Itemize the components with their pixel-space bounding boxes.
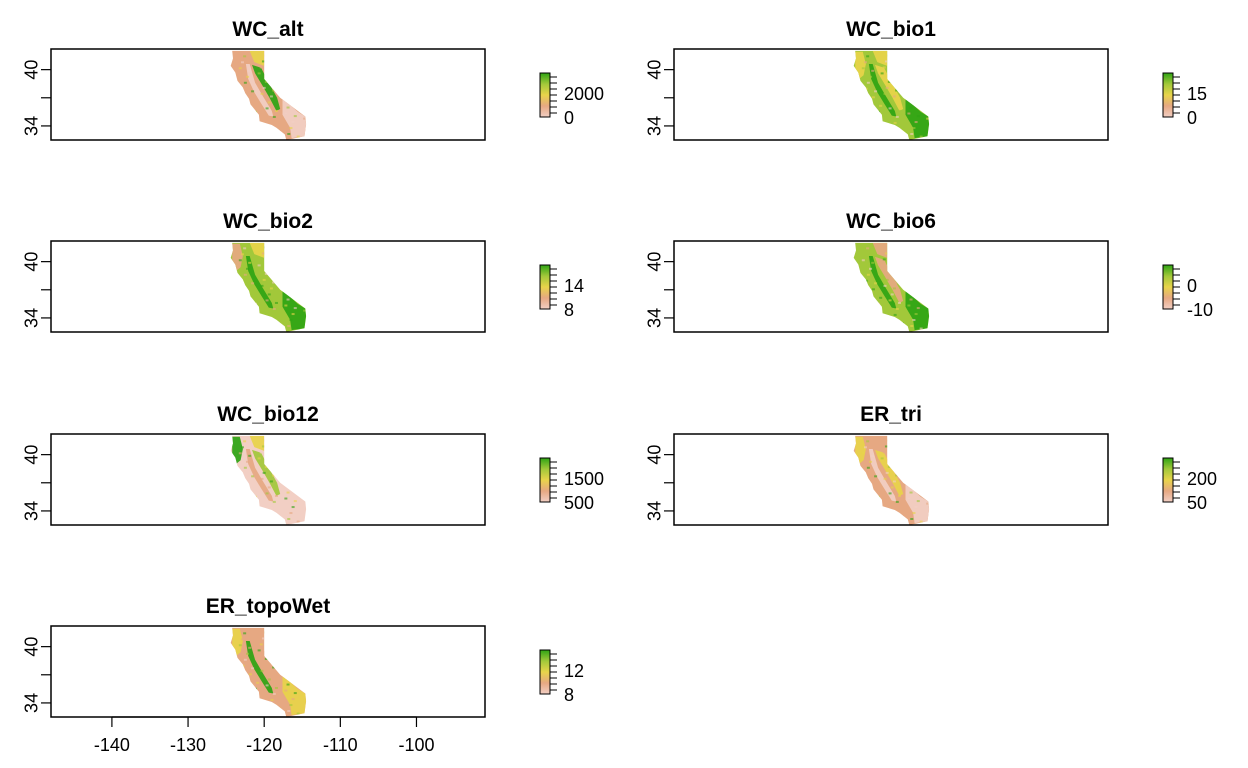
x-tick-label: -110 bbox=[323, 735, 358, 755]
panel-title: ER_tri bbox=[860, 403, 922, 426]
panel-title: WC_bio1 bbox=[846, 18, 936, 41]
raster-region bbox=[868, 64, 897, 117]
plot-frame bbox=[673, 433, 1109, 526]
y-tick-label: 40 bbox=[645, 60, 665, 80]
raster-region bbox=[872, 242, 888, 258]
legend-label: 200 bbox=[1187, 469, 1217, 489]
legend-colorbar bbox=[539, 649, 551, 695]
y-tick-label: 34 bbox=[645, 501, 665, 521]
raster-region bbox=[875, 256, 904, 303]
legend: 1500 500 bbox=[539, 457, 604, 513]
legend-label: 8 bbox=[564, 300, 574, 320]
raster-map bbox=[853, 242, 930, 332]
raster-map bbox=[230, 50, 307, 140]
legend-label: 8 bbox=[564, 685, 574, 705]
raster-map bbox=[230, 242, 307, 332]
y-tick-label: 34 bbox=[22, 693, 42, 713]
raster-region bbox=[249, 435, 265, 451]
x-tick-label: -140 bbox=[94, 735, 130, 755]
y-tick-label: 40 bbox=[22, 637, 42, 657]
panels: WC_alt344020000WC_bio13440150WC_bio23440… bbox=[22, 18, 1217, 755]
legend-label: 500 bbox=[564, 493, 594, 513]
panel-title: WC_bio2 bbox=[223, 210, 313, 233]
y-tick-label: 34 bbox=[22, 308, 42, 328]
legend: 2000 0 bbox=[539, 72, 604, 128]
y-tick-label: 34 bbox=[645, 116, 665, 136]
legend-colorbar bbox=[1162, 264, 1174, 310]
panel-alt: WC_alt 34 40 2000 0 bbox=[22, 18, 604, 141]
legend-colorbar bbox=[539, 457, 551, 503]
raster-region bbox=[249, 242, 265, 258]
plot-frame bbox=[50, 240, 486, 333]
legend-label: 14 bbox=[564, 276, 584, 296]
plot-frame bbox=[50, 433, 486, 526]
y-tick-label: 40 bbox=[22, 60, 42, 80]
legend-label: 15 bbox=[1187, 84, 1207, 104]
legend: 148 bbox=[539, 264, 584, 320]
plot-frame bbox=[673, 48, 1109, 141]
raster-region bbox=[245, 449, 274, 502]
legend: 150 bbox=[1162, 72, 1207, 128]
x-tick-label: -100 bbox=[398, 735, 434, 755]
raster-region bbox=[252, 641, 281, 688]
legend-label: 0 bbox=[564, 108, 574, 128]
legend-label: 0 bbox=[1187, 108, 1197, 128]
raster-region bbox=[252, 449, 281, 496]
y-tick-label: 40 bbox=[645, 252, 665, 272]
panel-title: WC_bio12 bbox=[217, 403, 319, 426]
legend-label: -10 bbox=[1187, 300, 1213, 320]
legend-colorbar bbox=[1162, 72, 1174, 118]
raster-region bbox=[252, 64, 281, 111]
raster-region bbox=[245, 64, 274, 117]
raster-region bbox=[875, 64, 904, 111]
legend-colorbar bbox=[539, 264, 551, 310]
raster-map bbox=[853, 50, 930, 140]
legend: 128 bbox=[539, 649, 584, 705]
legend-label: 2000 bbox=[564, 84, 604, 104]
panel-title: WC_bio6 bbox=[846, 210, 936, 233]
legend-colorbar bbox=[539, 72, 551, 118]
y-tick-label: 34 bbox=[645, 308, 665, 328]
legend-label: 0 bbox=[1187, 276, 1197, 296]
legend-colorbar bbox=[1162, 457, 1174, 503]
raster-region bbox=[245, 641, 274, 694]
raster-map bbox=[230, 627, 307, 717]
y-tick-label: 40 bbox=[22, 445, 42, 465]
y-tick-label: 40 bbox=[22, 252, 42, 272]
legend-label: 1500 bbox=[564, 469, 604, 489]
raster-map bbox=[853, 435, 930, 525]
raster-region bbox=[249, 50, 265, 66]
x-axis: -140 -130 -120 -110 -100 bbox=[94, 716, 434, 755]
legend: 0-10 bbox=[1162, 264, 1213, 320]
legend-label: 50 bbox=[1187, 493, 1207, 513]
panel-title: WC_alt bbox=[232, 18, 303, 41]
plot-frame bbox=[673, 240, 1109, 333]
raster-region bbox=[868, 256, 897, 309]
x-tick-label: -130 bbox=[170, 735, 206, 755]
x-tick-label: -120 bbox=[246, 735, 282, 755]
raster-region bbox=[875, 449, 904, 496]
plot-frame bbox=[50, 48, 486, 141]
y-tick-label: 34 bbox=[22, 116, 42, 136]
raster-region bbox=[872, 50, 888, 66]
y-tick-label: 40 bbox=[645, 445, 665, 465]
raster-map bbox=[230, 435, 307, 525]
raster-region bbox=[868, 449, 897, 502]
raster-region bbox=[245, 256, 274, 309]
panel-bio12: WC_bio12 34 40 1500 500 bbox=[22, 403, 604, 526]
y-tick-label: 34 bbox=[22, 501, 42, 521]
legend-label: 12 bbox=[564, 661, 584, 681]
panel-title: ER_topoWet bbox=[206, 595, 330, 618]
